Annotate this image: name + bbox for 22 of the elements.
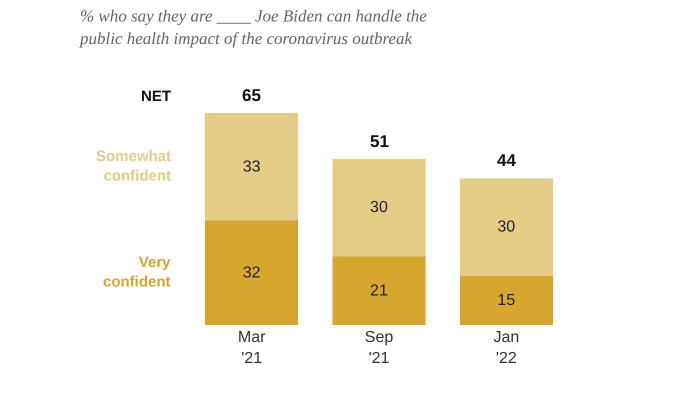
data-label: 21 xyxy=(370,282,388,300)
text: Somewhat confident xyxy=(96,148,172,184)
total-label: 44 xyxy=(497,151,516,170)
bar xyxy=(332,256,426,325)
data-label: 32 xyxy=(242,264,261,282)
text: NET xyxy=(141,88,171,105)
data-label: 15 xyxy=(497,292,516,310)
data-label: 30 xyxy=(370,199,388,216)
total-label: 65 xyxy=(242,86,261,105)
total-label: 51 xyxy=(370,132,389,151)
chart-title: % who say they are ____ Joe Biden can handle the public health impact of the coronavirus outbreak xyxy=(79,6,428,48)
x-tick-label: Sep '21 xyxy=(364,329,394,367)
text: Very confident xyxy=(103,254,172,290)
bar xyxy=(205,113,298,221)
data-label: 30 xyxy=(497,218,516,236)
bar xyxy=(332,158,426,257)
bar xyxy=(205,220,298,325)
bar xyxy=(460,178,553,276)
bar xyxy=(460,276,553,325)
x-tick-label: Jan '22 xyxy=(493,329,520,367)
data-label: 33 xyxy=(242,158,261,176)
x-tick-label: Mar '21 xyxy=(238,329,266,367)
